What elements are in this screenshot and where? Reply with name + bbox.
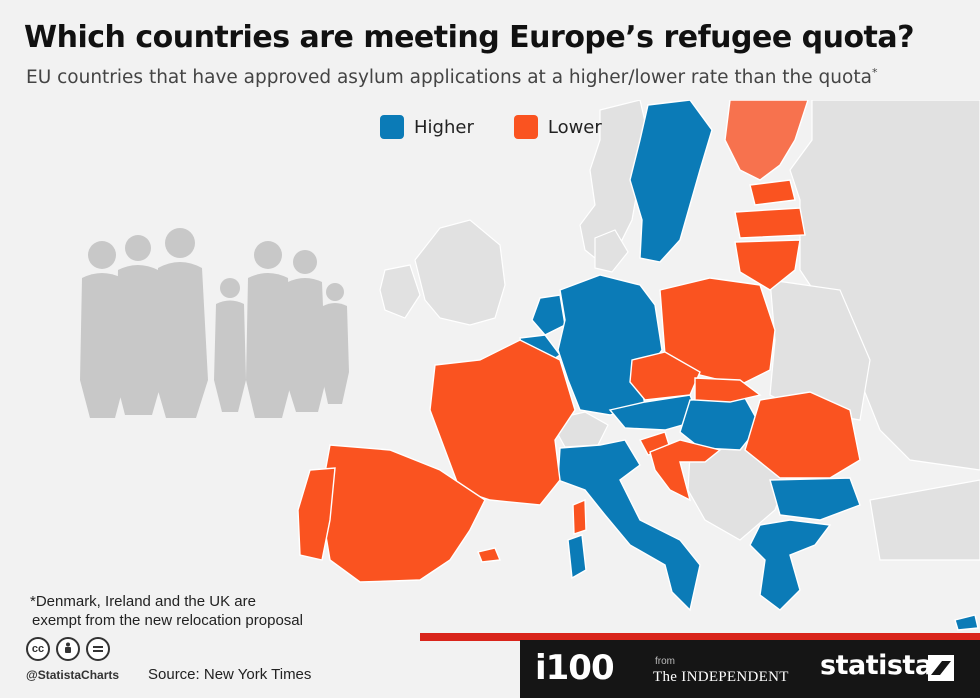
lower-countries [297,100,861,583]
by-icon[interactable] [56,637,80,661]
chart-subtitle: EU countries that have approved asylum a… [26,66,877,88]
statista-handle[interactable]: @StatistaCharts [26,668,120,682]
europe-map [80,100,980,631]
country-czech [629,351,701,401]
country-lithuania [734,239,801,291]
land-turkey [869,479,980,561]
footnote-line-2: exempt from the new relocation proposal [32,612,303,629]
equals-icon [93,646,103,652]
country-cyprus [954,614,979,631]
country-croatia [649,439,722,502]
legend-swatch-higher [380,115,404,139]
country-romania [744,391,861,479]
nd-icon[interactable] [86,637,110,661]
country-slovakia [694,377,762,403]
independent-logo[interactable]: The INDEPENDENT [653,669,789,685]
country-latvia [734,207,806,239]
subtitle-footnote-mark: * [871,66,878,79]
legend-item-lower: Lower [513,115,602,139]
higher-countries [519,100,979,631]
statista-logo-text[interactable]: statista [820,650,933,681]
chart-title: Which countries are meeting Europe’s ref… [24,20,915,55]
footer-accent-bar [420,633,980,641]
brand-from-label: from [655,656,675,667]
source-text: Source: New York Times [148,666,312,683]
country-netherlands [531,294,566,336]
i100-logo[interactable]: i100 [535,648,615,688]
footer-brand-bar [520,640,980,698]
legend-swatch-lower [513,115,538,139]
country-sweden [629,100,713,263]
country-balearics [477,547,502,563]
legend-label-lower: Lower [547,116,602,138]
cc-icon[interactable]: cc [26,637,50,661]
country-corsica [572,498,587,535]
footnote: *Denmark, Ireland and the UK are exempt … [30,592,303,630]
background-land [379,100,980,561]
country-estonia [749,179,796,206]
country-portugal [297,467,336,561]
family-silhouette-icon [80,228,349,418]
legend-label-higher: Higher [414,116,474,138]
statista-logo-icon[interactable] [928,655,954,681]
legend-item-higher: Higher [380,115,474,139]
land-ireland [379,264,421,319]
land-uk [414,219,506,326]
subtitle-text: EU countries that have approved asylum a… [26,67,872,89]
country-bulgaria [769,477,861,521]
country-france [429,339,576,506]
country-finland [724,100,809,181]
person-icon [65,642,71,653]
country-greece [749,519,832,611]
country-italy [557,439,701,612]
license-icons: cc [26,637,110,661]
country-sardinia [567,534,587,580]
land-denmark [594,229,629,273]
map-legend: Higher Lower [380,115,602,139]
footnote-line-1: *Denmark, Ireland and the UK are [30,593,256,610]
